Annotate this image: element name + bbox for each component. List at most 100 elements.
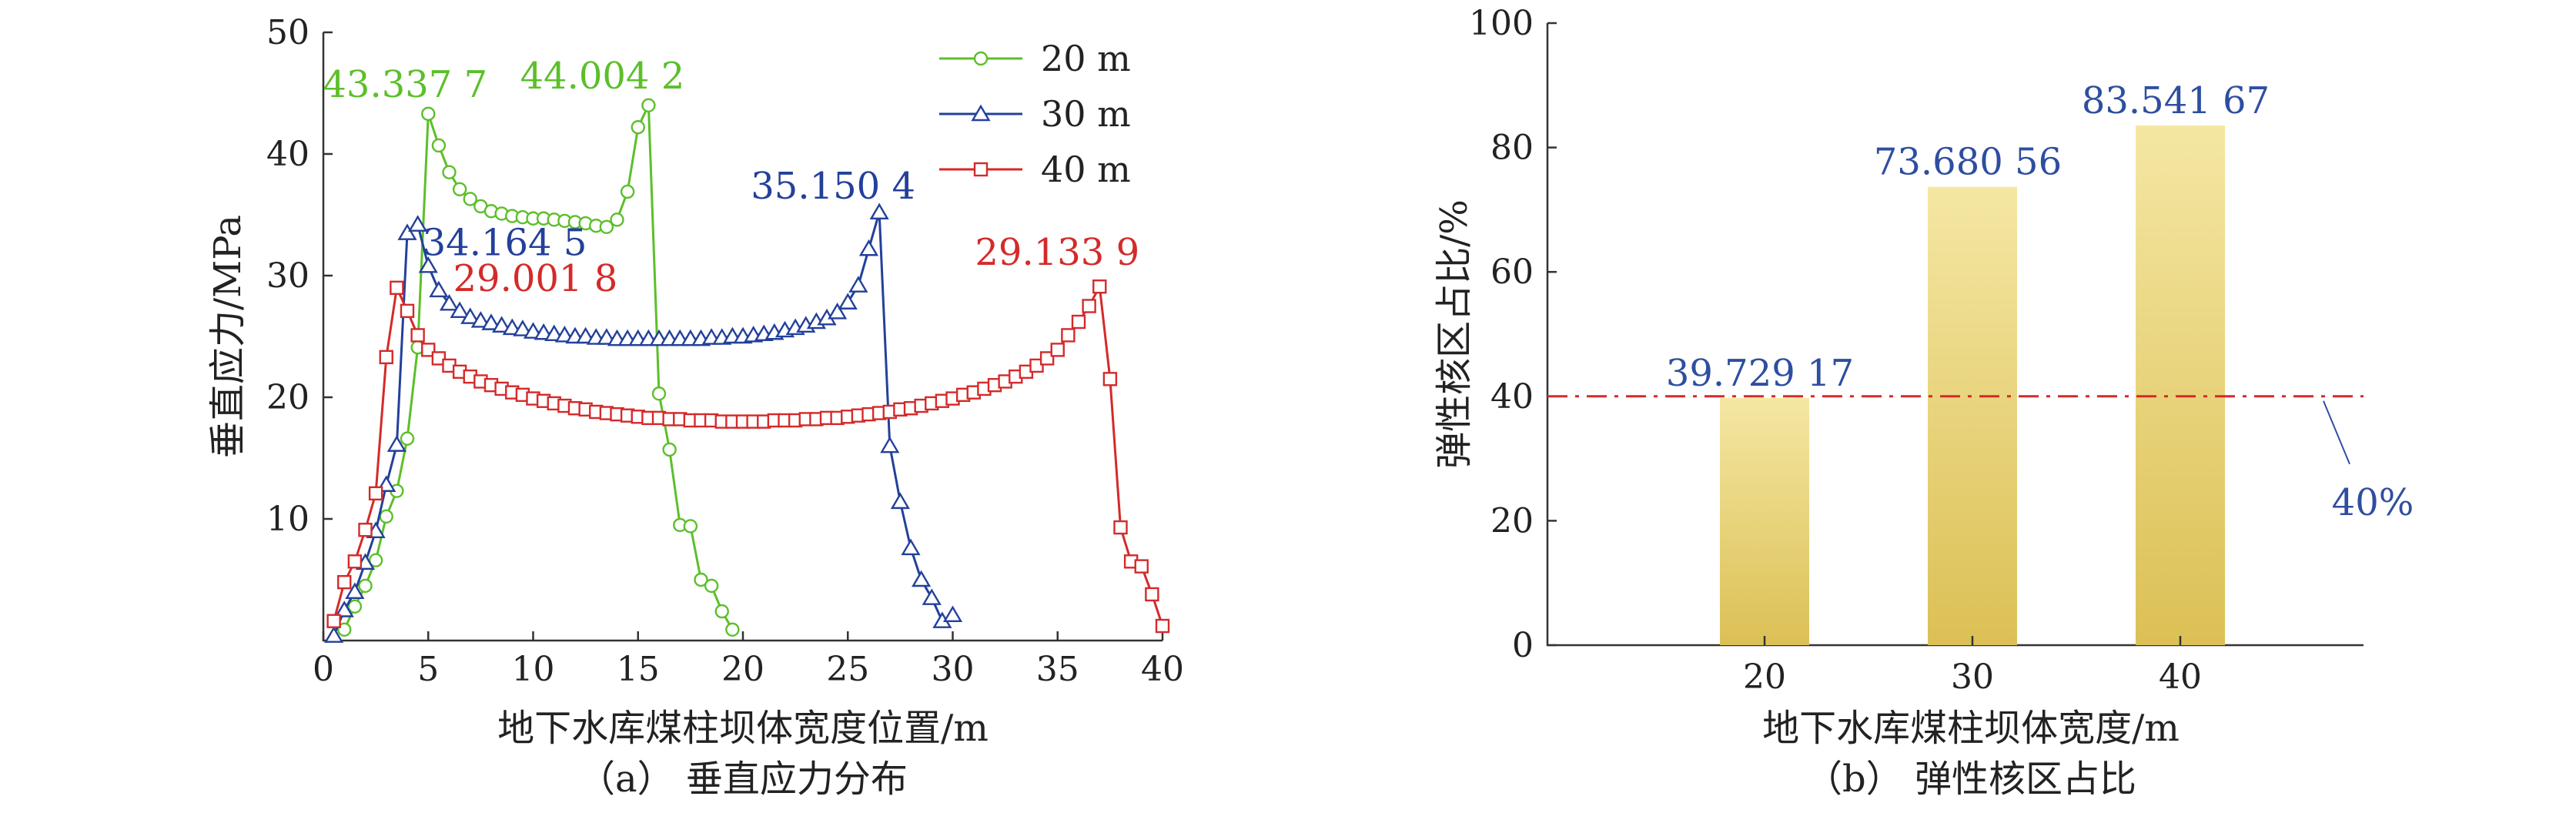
data-point bbox=[431, 138, 447, 153]
data-point bbox=[1102, 372, 1118, 386]
chart-b-y-axis-label: 弹性核区占比/% bbox=[1433, 199, 1476, 469]
legend-label: 40 m bbox=[1041, 149, 1131, 190]
chart-a-y-axis-label: 垂直应力/MPa bbox=[206, 215, 249, 458]
data-point bbox=[452, 182, 467, 197]
legend-item-40-m: 40 m bbox=[939, 149, 1131, 190]
data-point bbox=[662, 442, 677, 457]
y-tick-label: 60 bbox=[1490, 253, 1534, 292]
chart-a-x-ticks: 0 5 10 15 20 25 30 35 40 bbox=[313, 631, 1184, 689]
data-point bbox=[345, 582, 365, 599]
data-point bbox=[641, 98, 656, 113]
data-point bbox=[869, 202, 889, 220]
legend-label: 30 m bbox=[1041, 93, 1131, 135]
legend-label: 20 m bbox=[1041, 38, 1131, 79]
bar-value-label: 39.729 17 bbox=[1666, 352, 1854, 395]
data-point bbox=[880, 436, 900, 453]
data-point bbox=[463, 192, 477, 206]
x-tick-label: 25 bbox=[826, 650, 869, 689]
chart-a-x-axis-label: 地下水库煤柱坝体宽度位置/m bbox=[497, 707, 989, 750]
chart-a-annotations: 43.337 7 44.004 2 35.150 4 34.164 529.001 8… bbox=[323, 55, 1139, 300]
data-point bbox=[725, 622, 740, 637]
y-tick-label: 40 bbox=[1490, 377, 1534, 417]
y-tick-label: 50 bbox=[266, 13, 309, 52]
x-tick-label: 20 bbox=[721, 650, 764, 689]
value-annotation: 29.133 9 bbox=[975, 231, 1139, 274]
y-tick-label: 30 bbox=[266, 256, 309, 296]
data-point bbox=[368, 553, 383, 567]
legend-marker bbox=[973, 162, 989, 177]
x-tick-label: 40 bbox=[2159, 657, 2202, 697]
data-point bbox=[418, 256, 438, 273]
data-point bbox=[576, 326, 596, 344]
data-point bbox=[347, 554, 363, 569]
data-point bbox=[481, 313, 501, 330]
data-point bbox=[922, 588, 942, 605]
data-point bbox=[912, 570, 932, 587]
legend-item-20-m: 20 m bbox=[939, 38, 1131, 79]
y-tick-label: 20 bbox=[1490, 501, 1534, 540]
data-point bbox=[890, 492, 910, 510]
y-tick-label: 20 bbox=[266, 378, 309, 417]
chart-a-legend: 20 m 30 m 40 m bbox=[939, 38, 1131, 190]
data-point bbox=[631, 120, 645, 135]
data-point bbox=[400, 303, 415, 319]
data-point bbox=[337, 574, 352, 590]
chart-a-series bbox=[324, 98, 1170, 643]
x-tick-label: 10 bbox=[512, 650, 555, 689]
data-point bbox=[610, 212, 624, 227]
legend-marker bbox=[973, 51, 989, 66]
data-point bbox=[358, 578, 373, 594]
data-point bbox=[326, 614, 341, 628]
y-tick-label: 100 bbox=[1469, 4, 1534, 43]
data-point bbox=[492, 316, 512, 333]
data-point bbox=[1145, 587, 1159, 602]
data-point bbox=[421, 343, 436, 357]
chart-a-y-ticks: 10 20 30 40 50 bbox=[266, 13, 333, 539]
chart-b-y-ticks: 0 20 40 60 80 100 bbox=[1469, 4, 1557, 665]
y-tick-label: 10 bbox=[266, 500, 309, 539]
data-point bbox=[554, 326, 574, 343]
bar-30 bbox=[1928, 186, 2017, 645]
x-tick-label: 35 bbox=[1036, 650, 1079, 689]
data-point bbox=[651, 386, 667, 401]
y-tick-label: 0 bbox=[1512, 626, 1534, 665]
data-point bbox=[828, 303, 848, 320]
data-point bbox=[397, 223, 417, 240]
reference-line-label: 40% bbox=[2332, 481, 2414, 524]
data-point bbox=[358, 523, 373, 537]
bar-value-label: 83.541 67 bbox=[2082, 79, 2270, 122]
data-point bbox=[523, 322, 544, 339]
data-point bbox=[1092, 279, 1107, 294]
data-point bbox=[439, 293, 460, 311]
data-point bbox=[337, 622, 352, 637]
data-point bbox=[1155, 618, 1170, 634]
data-point bbox=[1039, 351, 1055, 366]
legend-marker bbox=[971, 104, 991, 122]
chart-b-bars bbox=[1720, 125, 2225, 646]
data-point bbox=[502, 318, 522, 336]
data-point bbox=[683, 519, 698, 534]
chart-b-value-labels: 20 39.729 17 30 73.680 56 40 83.541 67 bbox=[1666, 79, 2270, 697]
data-point bbox=[1113, 520, 1128, 535]
data-point bbox=[421, 106, 436, 122]
data-point bbox=[429, 280, 449, 298]
value-annotation: 34.164 5 bbox=[423, 222, 587, 265]
reference-leader-line bbox=[2323, 400, 2350, 465]
bar-value-label: 73.680 56 bbox=[1874, 141, 2062, 184]
data-point bbox=[324, 626, 344, 643]
data-point bbox=[460, 307, 480, 324]
data-point bbox=[410, 328, 425, 343]
value-annotation: 44.004 2 bbox=[520, 55, 685, 98]
data-point bbox=[334, 601, 354, 617]
data-point bbox=[597, 328, 617, 345]
data-point bbox=[1134, 559, 1149, 574]
data-point bbox=[714, 604, 729, 619]
data-point bbox=[534, 323, 554, 340]
data-point bbox=[694, 572, 708, 587]
y-tick-label: 40 bbox=[266, 135, 309, 174]
data-point bbox=[838, 293, 858, 309]
data-point bbox=[442, 165, 457, 179]
data-point bbox=[386, 435, 406, 452]
data-point bbox=[379, 350, 393, 365]
